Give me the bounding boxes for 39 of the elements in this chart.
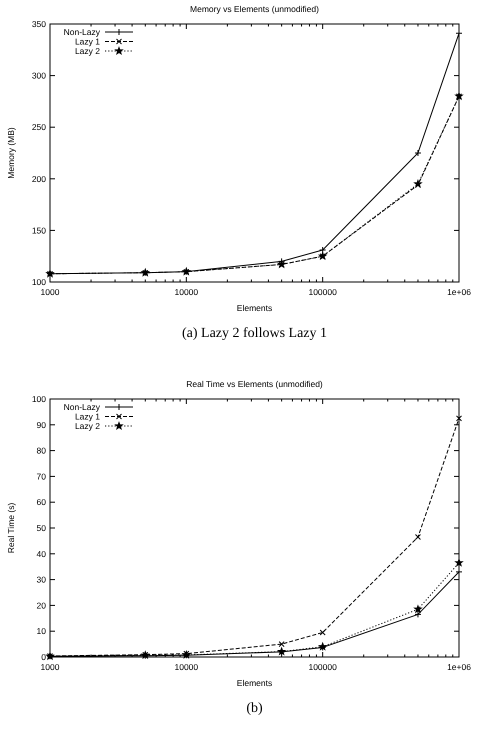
y-tick-label: 40 (36, 548, 46, 559)
y-tick-label: 30 (36, 574, 46, 585)
legend-label: Lazy 1 (74, 412, 100, 422)
x-axis-title: Elements (236, 678, 272, 688)
chart-title: Real Time vs Elements (unmodified) (186, 379, 323, 389)
legend-label: Lazy 1 (74, 36, 100, 46)
y-tick-label: 10 (36, 626, 46, 636)
x-tick-label: 1000 (40, 662, 60, 672)
legend-label: Lazy 2 (74, 421, 100, 431)
x-tick-label: 1e+06 (447, 662, 472, 672)
legend-label: Non-Lazy (64, 27, 101, 37)
y-tick-label: 100 (32, 394, 46, 404)
y-axis-title: Memory (MB) (6, 127, 16, 179)
x-tick-label: 1000 (40, 287, 60, 297)
x-axis-title: Elements (236, 303, 272, 313)
legend-label: Non-Lazy (64, 402, 101, 412)
y-tick-label: 70 (36, 471, 46, 482)
y-tick-label: 350 (32, 19, 46, 29)
x-tick-label: 100000 (308, 287, 338, 297)
x-tick-label: 10000 (174, 662, 198, 672)
x-tick-label: 100000 (308, 662, 338, 672)
y-tick-label: 100 (32, 277, 46, 287)
chart-title: Memory vs Elements (unmodified) (190, 4, 320, 14)
y-tick-label: 250 (32, 122, 46, 132)
x-tick-label: 1e+06 (447, 287, 472, 297)
text: (b) (246, 701, 263, 716)
y-tick-label: 60 (36, 497, 46, 508)
y-tick-label: 200 (32, 174, 46, 184)
text: (a) Lazy 2 follows Lazy 1 (182, 326, 327, 341)
y-tick-label: 80 (36, 446, 46, 456)
y-tick-label: 150 (32, 225, 46, 236)
y-tick-label: 300 (32, 70, 46, 81)
y-tick-label: 20 (36, 600, 46, 610)
y-tick-label: 90 (36, 420, 46, 430)
y-axis-title: Real Time (s) (6, 502, 16, 554)
x-tick-label: 10000 (174, 287, 198, 297)
y-tick-label: 0 (41, 652, 46, 662)
y-tick-label: 50 (36, 523, 46, 533)
legend-label: Lazy 2 (74, 46, 100, 56)
